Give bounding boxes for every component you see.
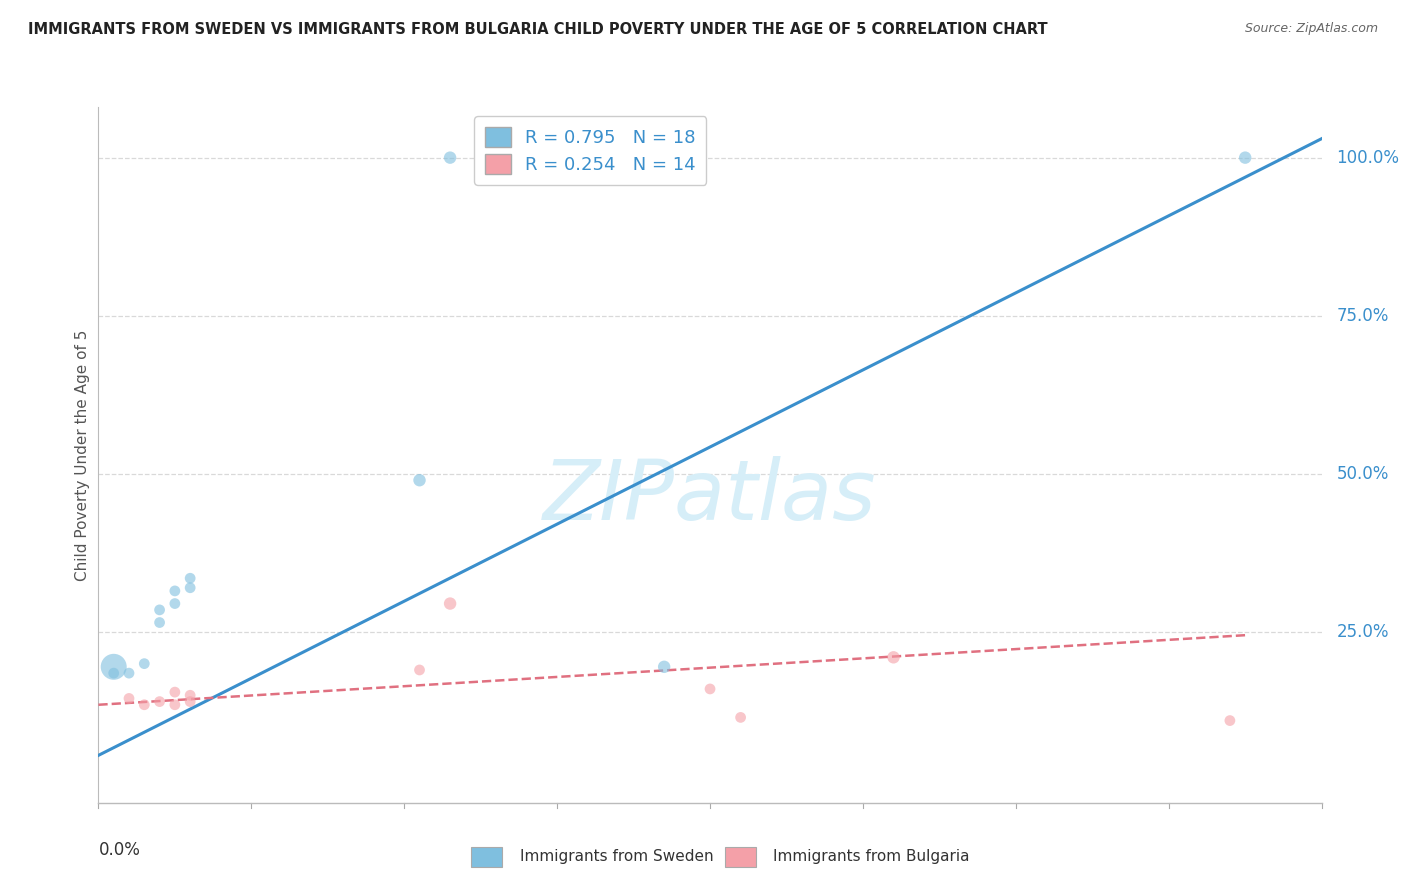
Point (730, 710, 752, 724)
Point (179, 581, 201, 595)
Point (179, 695, 201, 709)
Text: ZIPatlas: ZIPatlas (543, 456, 877, 537)
Point (408, 663, 430, 677)
Point (179, 571, 201, 585)
Point (408, 473, 430, 487)
Point (1234, 151, 1257, 165)
Point (118, 691, 141, 706)
Text: 50.0%: 50.0% (1336, 465, 1389, 483)
Point (179, 688, 201, 702)
Point (149, 695, 172, 709)
Point (163, 685, 186, 699)
Point (118, 666, 141, 681)
Text: Immigrants from Bulgaria: Immigrants from Bulgaria (773, 849, 970, 863)
Point (149, 615, 172, 630)
Text: 25.0%: 25.0% (1336, 623, 1389, 641)
Point (103, 666, 125, 681)
Text: Immigrants from Sweden: Immigrants from Sweden (520, 849, 714, 863)
Point (163, 597, 186, 611)
Text: 0.0%: 0.0% (98, 841, 141, 859)
Point (134, 698, 156, 712)
Point (134, 657, 156, 671)
Point (439, 151, 461, 165)
Text: 100.0%: 100.0% (1336, 149, 1399, 167)
Text: IMMIGRANTS FROM SWEDEN VS IMMIGRANTS FROM BULGARIA CHILD POVERTY UNDER THE AGE O: IMMIGRANTS FROM SWEDEN VS IMMIGRANTS FRO… (28, 22, 1047, 37)
Point (1219, 714, 1241, 728)
Point (699, 681, 721, 696)
Point (163, 698, 186, 712)
Point (470, 151, 492, 165)
Point (439, 597, 461, 611)
Point (103, 660, 125, 674)
Y-axis label: Child Poverty Under the Age of 5: Child Poverty Under the Age of 5 (75, 329, 90, 581)
Point (883, 650, 905, 665)
Point (149, 603, 172, 617)
Legend: R = 0.795   N = 18, R = 0.254   N = 14: R = 0.795 N = 18, R = 0.254 N = 14 (474, 116, 706, 185)
Text: Source: ZipAtlas.com: Source: ZipAtlas.com (1244, 22, 1378, 36)
Point (163, 583, 186, 598)
Text: 75.0%: 75.0% (1336, 307, 1389, 325)
Point (652, 660, 675, 674)
